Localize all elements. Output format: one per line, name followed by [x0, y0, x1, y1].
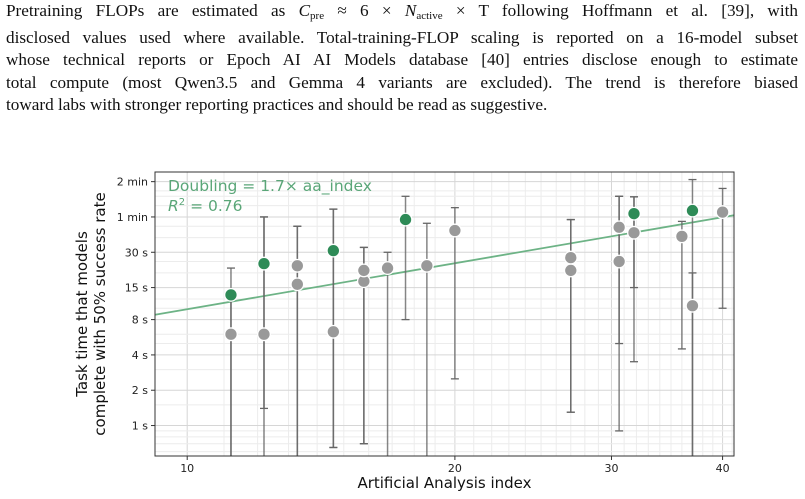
x-tick-label: 30 [604, 462, 618, 475]
model-point [674, 229, 689, 244]
trend-line [154, 214, 735, 316]
highlight-point [398, 212, 413, 227]
y-tick-label: 4 s [132, 349, 148, 362]
x-tick-label: 10 [180, 462, 194, 475]
model-point [224, 327, 238, 342]
model-point [612, 254, 627, 269]
model-point [380, 261, 395, 276]
model-point [563, 250, 578, 265]
paragraph: Pretraining FLOPs are estimated as Cpre … [6, 0, 798, 116]
model-point [627, 225, 641, 240]
model-point [326, 324, 341, 339]
data-points [224, 203, 730, 342]
highlight-point [224, 287, 238, 302]
x-ticks: 10 20 30 40 [180, 456, 730, 475]
x-tick-label: 20 [448, 462, 462, 475]
paragraph-line-5: toward labs with stronger reporting prac… [6, 94, 548, 114]
highlight-point [627, 206, 641, 221]
model-point [612, 220, 627, 235]
y-tick-label: 15 s [125, 282, 148, 295]
model-point [257, 327, 271, 342]
highlight-point [685, 203, 700, 218]
y-tick-label: 2 s [132, 384, 148, 397]
y-tick-label: 1 s [132, 420, 148, 433]
paragraph-line-4: total compute (most Qwen3.5 and Gemma 4 … [6, 72, 798, 92]
plot-frame [154, 171, 735, 457]
paragraph-line-1: Pretraining FLOPs are estimated as Cpre … [6, 1, 798, 22]
trend-line-path [154, 214, 735, 316]
model-point [290, 258, 305, 273]
x-axis-label: Artificial Analysis index [357, 474, 531, 492]
model-point [419, 258, 434, 273]
highlight-point [257, 256, 271, 271]
y-ticks: 1 s 2 s 4 s 8 s 15 s 30 s 1 min 2 min [117, 176, 155, 433]
y-tick-label: 8 s [132, 314, 148, 327]
y-axis-label-line-1: Task time that models [73, 231, 91, 398]
paragraph-line-3: whose technical reports or Epoch AI AI M… [6, 50, 798, 70]
y-tick-label: 30 s [125, 246, 148, 259]
model-point [356, 263, 371, 278]
model-point [563, 263, 578, 278]
x-tick-label: 40 [716, 462, 730, 475]
annotation-doubling: Doubling = 1.7× aa_index [168, 177, 372, 196]
y-tick-label: 2 min [117, 176, 148, 189]
model-point [447, 223, 462, 238]
error-bars [226, 178, 727, 456]
model-point [290, 277, 305, 292]
model-point [715, 205, 730, 220]
paragraph-line-2: disclosed values used where available. T… [6, 28, 798, 48]
highlight-point [326, 243, 341, 258]
model-point [685, 298, 700, 313]
y-tick-label: 1 min [117, 211, 148, 224]
annotation-r2: R2 = 0.76 [168, 197, 243, 215]
y-axis-label-line-2: complete with 50% success rate [91, 192, 109, 435]
